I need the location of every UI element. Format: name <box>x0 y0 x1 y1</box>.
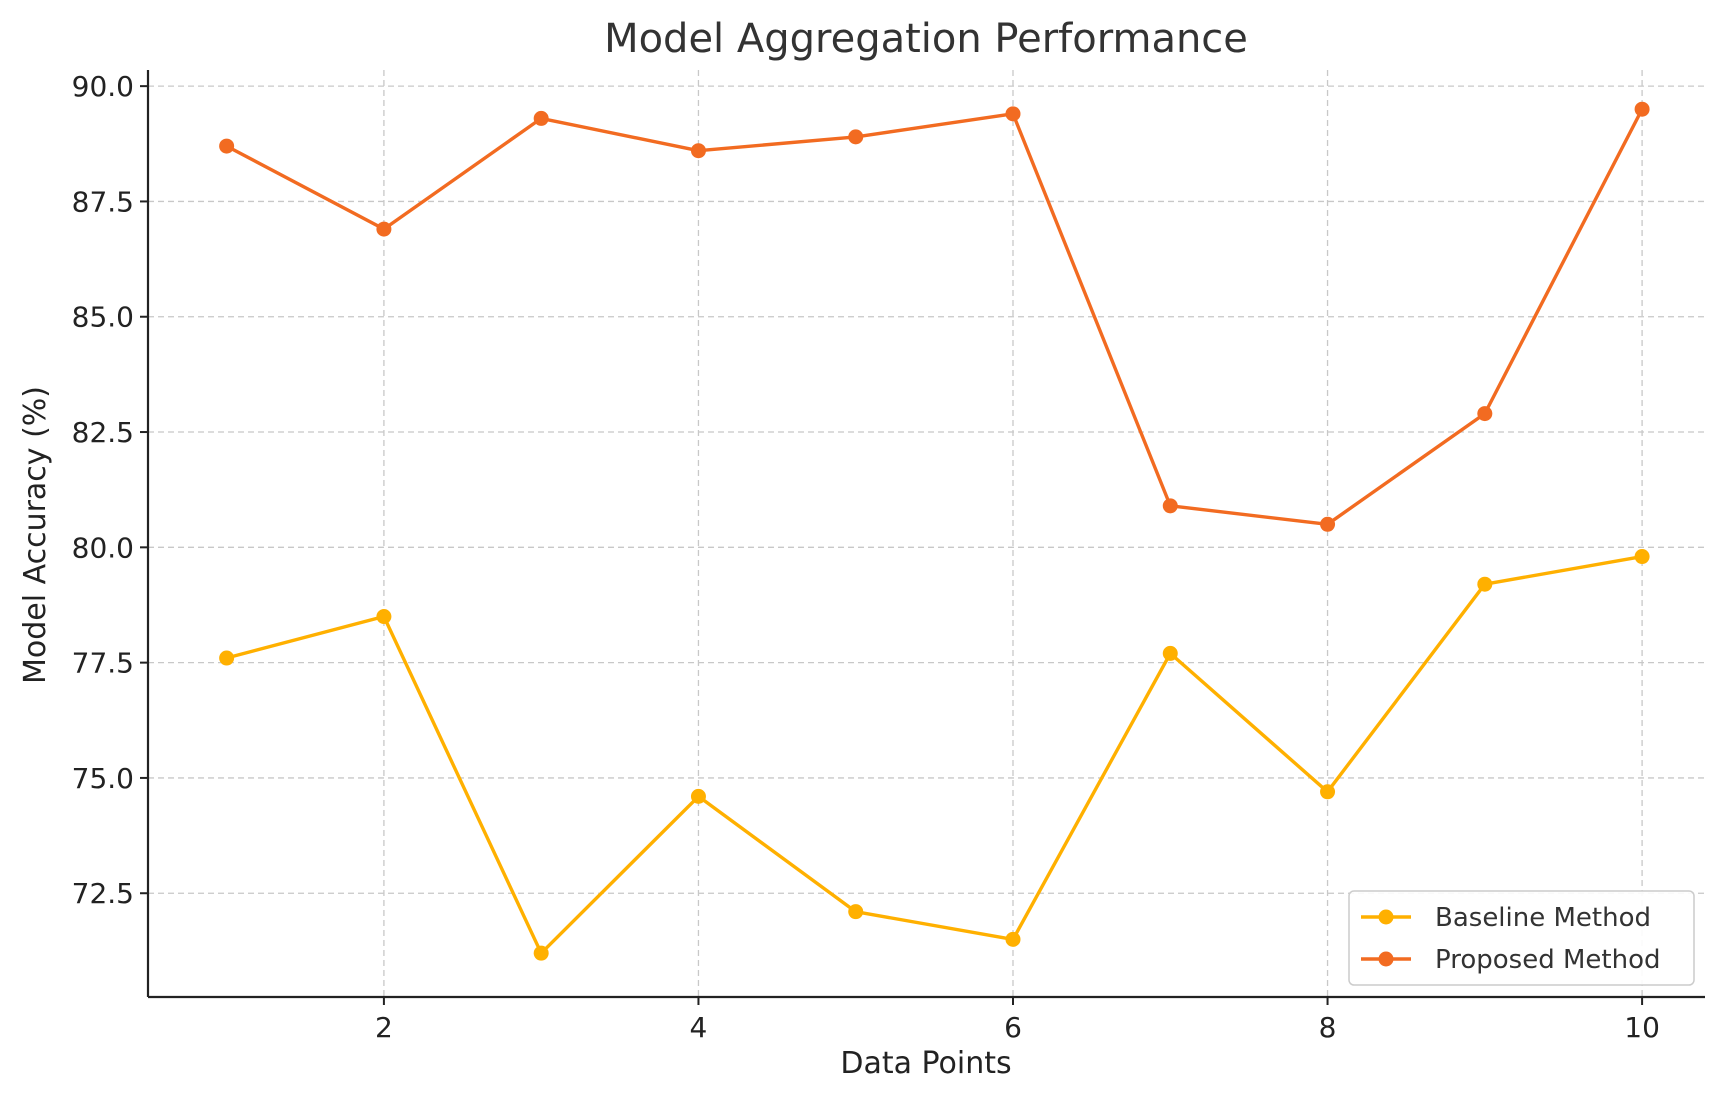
x-tick-label: 2 <box>375 1011 393 1044</box>
proposed-method-point <box>1162 498 1178 514</box>
proposed-method-point <box>1634 101 1650 117</box>
ticks: 2 4 6 8 10 72.5 75.0 77.5 80.0 82.5 85.0 87.5 90.0 <box>72 70 1660 1044</box>
y-tick-label: 82.5 <box>72 416 134 449</box>
y-axis-label: Model Accuracy (%) <box>18 386 53 684</box>
legend-marker-baseline-method <box>1378 909 1394 925</box>
x-axis-label: Data Points <box>840 1046 1011 1081</box>
y-tick-label: 90.0 <box>72 70 134 103</box>
x-tick-label: 4 <box>690 1011 708 1044</box>
baseline-method-point <box>1477 576 1493 592</box>
legend-label-baseline-method: Baseline Method <box>1435 903 1651 933</box>
chart-title: Model Aggregation Performance <box>604 16 1248 62</box>
y-tick-label: 80.0 <box>72 531 134 564</box>
legend-marker-proposed-method <box>1378 951 1394 967</box>
y-tick-label: 75.0 <box>72 762 134 795</box>
series <box>219 101 1650 961</box>
y-tick-label: 87.5 <box>72 185 134 218</box>
baseline-method-line <box>226 554 1643 955</box>
legend-label-proposed-method: Proposed Method <box>1435 945 1660 975</box>
proposed-method-point <box>848 129 864 145</box>
baseline-method-point <box>1320 784 1336 800</box>
legend: Baseline Method Proposed Method <box>1348 890 1695 986</box>
y-tick-label: 72.5 <box>72 877 134 910</box>
x-tick-label: 8 <box>1319 1011 1337 1044</box>
axes <box>146 70 1705 999</box>
proposed-method-point <box>1320 516 1336 532</box>
baseline-method-point <box>690 788 706 804</box>
grid <box>148 70 1705 997</box>
x-tick-label: 6 <box>1004 1011 1022 1044</box>
baseline-method-point <box>219 650 235 666</box>
baseline-method-point <box>1005 931 1021 947</box>
proposed-method-point <box>376 221 392 237</box>
proposed-method-point <box>1477 406 1493 422</box>
baseline-method-point <box>376 609 392 625</box>
proposed-method-point <box>533 110 549 126</box>
baseline-method-point <box>1634 549 1650 565</box>
proposed-method-point <box>219 138 235 154</box>
proposed-method-line <box>225 108 1644 526</box>
baseline-method-point <box>848 904 864 920</box>
y-tick-label: 85.0 <box>72 301 134 334</box>
y-tick-label: 77.5 <box>72 647 134 680</box>
baseline-method-point <box>1162 645 1178 661</box>
x-tick-label: 10 <box>1624 1011 1660 1044</box>
proposed-method-point <box>1005 106 1021 122</box>
legend-box <box>1348 890 1695 986</box>
baseline-method-point <box>533 945 549 961</box>
proposed-method-point <box>690 143 706 159</box>
